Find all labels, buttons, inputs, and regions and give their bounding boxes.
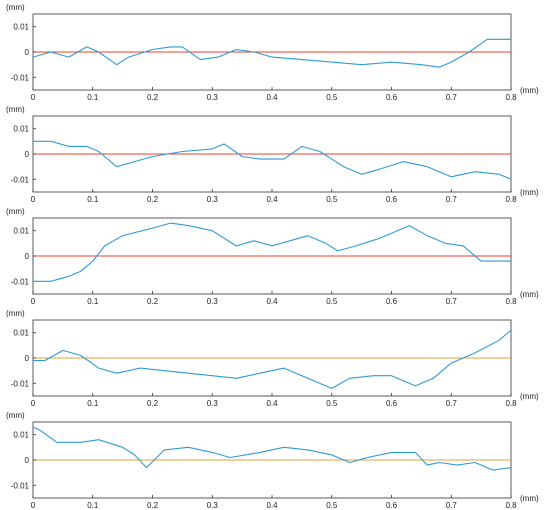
x-tick-label: 0.1 <box>87 93 99 102</box>
x-tick-label: 0.1 <box>87 399 99 408</box>
x-tick-label: 0.2 <box>147 501 159 510</box>
y-tick-label: -0.01 <box>11 379 30 388</box>
chart-panel-5: 0.010-0.010 0.1 0.2 0.3 0.4 0.5 0.6 0.7 0.8(mm)(… <box>6 411 539 510</box>
x-tick-label: 0.4 <box>266 297 278 306</box>
y-tick-label: 0 <box>25 252 30 261</box>
x-tick-label: 0 <box>31 93 36 102</box>
x-tick-label: 0.5 <box>326 195 338 204</box>
chart-panel-4: 0.010-0.010 0.1 0.2 0.3 0.4 0.5 0.6 0.7 0.8(mm)(… <box>6 309 539 408</box>
x-tick-label: 0 <box>31 297 36 306</box>
series-line <box>32 426 512 471</box>
y-axis-label: (mm) <box>6 411 25 420</box>
x-tick-label: 0.1 <box>87 297 99 306</box>
x-tick-label: 0.3 <box>207 297 219 306</box>
x-tick-label: 0.2 <box>147 195 159 204</box>
y-tick-label: 0.01 <box>13 23 29 32</box>
y-tick-label: -0.01 <box>11 175 30 184</box>
x-tick-label: 0.5 <box>326 93 338 102</box>
y-axis-label: (mm) <box>6 105 25 114</box>
x-tick-label: 0.7 <box>446 399 458 408</box>
x-tick-label: 0 <box>31 195 36 204</box>
x-tick-label: 0.4 <box>266 399 278 408</box>
x-tick-label: 0.8 <box>505 297 517 306</box>
y-tick-label: -0.01 <box>11 277 30 286</box>
x-tick-label: 0.7 <box>446 195 458 204</box>
x-axis-label: (mm) <box>520 188 539 197</box>
series-line <box>33 140 512 180</box>
x-tick-label: 0.3 <box>207 195 219 204</box>
y-tick-label: 0 <box>25 354 30 363</box>
y-tick-label: 0.01 <box>13 227 29 236</box>
x-tick-label: 0.3 <box>207 501 219 510</box>
series-line <box>33 329 512 389</box>
x-tick-label: 0.6 <box>386 399 398 408</box>
x-tick-label: 0.3 <box>207 399 219 408</box>
x-tick-label: 0 <box>31 501 36 510</box>
x-tick-label: 0.6 <box>386 93 398 102</box>
x-tick-label: 0.7 <box>446 501 458 510</box>
x-tick-label: 0.8 <box>505 93 517 102</box>
y-tick-label: 0 <box>25 456 30 465</box>
x-tick-label: 0.5 <box>326 399 338 408</box>
y-tick-label: -0.01 <box>11 481 30 490</box>
x-axis-label: (mm) <box>520 86 539 95</box>
x-tick-label: 0.1 <box>87 195 99 204</box>
y-tick-label: 0 <box>25 150 30 159</box>
x-tick-label: 0.6 <box>386 501 398 510</box>
x-tick-label: 0.4 <box>266 501 278 510</box>
series-line <box>33 222 511 282</box>
x-tick-label: 0.4 <box>266 93 278 102</box>
x-tick-label: 0.6 <box>386 297 398 306</box>
x-tick-label: 0.5 <box>326 297 338 306</box>
x-axis-label: (mm) <box>520 290 539 299</box>
x-tick-label: 0.5 <box>326 501 338 510</box>
x-tick-label: 0.7 <box>446 297 458 306</box>
x-axis-label: (mm) <box>520 494 539 503</box>
x-tick-label: 0.2 <box>147 93 159 102</box>
chart-panel-1: 0.010-0.010 0.1 0.2 0.3 0.4 0.5 0.6 0.7 0.8(mm)(… <box>6 3 539 102</box>
y-tick-label: 0.01 <box>13 125 29 134</box>
x-tick-label: 0.4 <box>266 195 278 204</box>
x-tick-label: 0.7 <box>446 93 458 102</box>
x-tick-label: 0.2 <box>147 297 159 306</box>
y-tick-label: -0.01 <box>11 73 30 82</box>
chart-panel-3: 0.010-0.010 0.1 0.2 0.3 0.4 0.5 0.6 0.7 0.8(mm)(… <box>6 207 539 306</box>
y-axis-label: (mm) <box>6 309 25 318</box>
x-tick-label: 0.1 <box>87 501 99 510</box>
x-tick-label: 0 <box>31 399 36 408</box>
y-tick-label: 0.01 <box>13 329 29 338</box>
y-axis-label: (mm) <box>6 3 25 12</box>
chart-panel-2: 0.010-0.010 0.1 0.2 0.3 0.4 0.5 0.6 0.7 0.8(mm)(… <box>6 105 539 204</box>
x-tick-label: 0.2 <box>147 399 159 408</box>
x-tick-label: 0.6 <box>386 195 398 204</box>
x-axis-label: (mm) <box>520 392 539 401</box>
x-tick-label: 0.8 <box>505 501 517 510</box>
y-tick-label: 0 <box>25 48 30 57</box>
x-tick-label: 0.8 <box>505 399 517 408</box>
y-axis-label: (mm) <box>6 207 25 216</box>
x-tick-label: 0.3 <box>207 93 219 102</box>
x-tick-label: 0.8 <box>505 195 517 204</box>
y-tick-label: 0.01 <box>13 431 29 440</box>
series-line <box>32 38 511 68</box>
